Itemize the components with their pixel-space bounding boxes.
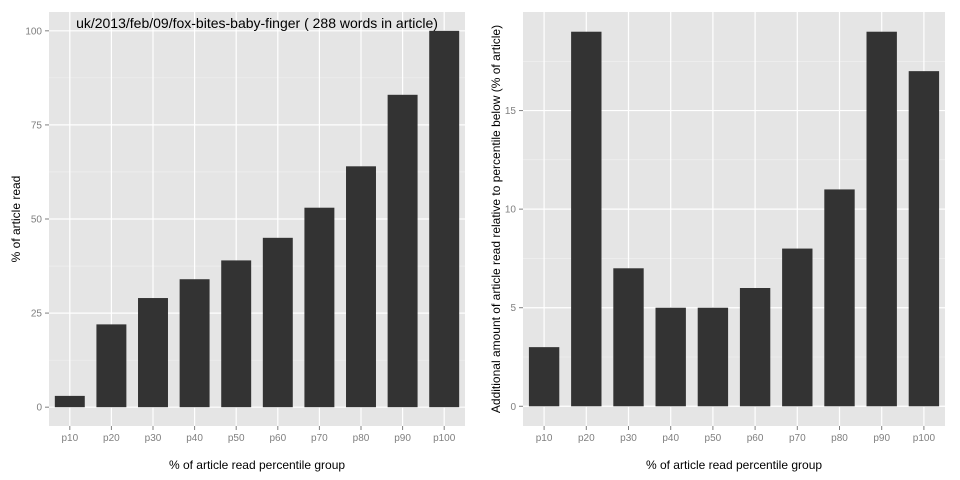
bar-p50-left <box>221 260 252 408</box>
y-axis-right: 0 5 10 15 <box>505 106 523 413</box>
x-tick-label-left: p20 <box>103 433 120 444</box>
x-tick-label-left: p100 <box>433 433 456 444</box>
bar-p30-left <box>138 298 168 408</box>
x-axis-title-right: % of article read percentile group <box>646 458 822 472</box>
x-tick-label-right: p90 <box>873 433 890 444</box>
x-tick-label-right: p70 <box>789 433 806 444</box>
y-tick-label-right: 0 <box>510 402 516 413</box>
bar-p100-left <box>429 30 460 408</box>
x-tick-label-right: p20 <box>578 433 595 444</box>
bar-p90-right <box>866 31 897 407</box>
y-axis-title-right: Additional amount of article read relati… <box>489 25 503 413</box>
x-tick-label-right: p40 <box>662 433 679 444</box>
y-tick-label-left: 100 <box>25 26 42 37</box>
bars-right <box>528 31 940 407</box>
bar-p10-right <box>528 347 560 407</box>
bar-p40-left <box>179 279 210 408</box>
x-tick-label-right: p100 <box>913 433 936 444</box>
bar-p90-left <box>387 94 418 408</box>
x-tick-label-right: p30 <box>620 433 637 444</box>
bar-p20-right <box>571 31 602 407</box>
bar-p70-right <box>782 248 813 407</box>
bar-p60-right <box>739 288 771 407</box>
chart-title-left: uk/2013/feb/09/fox-bites-baby-finger ( 2… <box>76 15 438 31</box>
x-tick-label-left: p60 <box>269 433 286 444</box>
y-tick-label-left: 75 <box>31 120 43 131</box>
x-tick-label-left: p10 <box>61 433 78 444</box>
bar-p80-left <box>346 166 376 408</box>
y-tick-label-right: 5 <box>510 303 516 314</box>
x-tick-label-left: p40 <box>186 433 203 444</box>
x-tick-label-left: p70 <box>311 433 328 444</box>
bar-p40-right <box>655 307 686 407</box>
x-tick-label-left: p30 <box>145 433 162 444</box>
x-axis-right: p10 p20 p30 p40 p50 p60 p70 p80 p90 p100 <box>536 426 936 444</box>
x-tick-label-right: p60 <box>747 433 764 444</box>
y-axis-title-left: % of article read <box>9 176 23 263</box>
bar-p80-right <box>824 189 855 407</box>
bar-p70-left <box>304 207 335 408</box>
x-tick-label-right: p80 <box>831 433 848 444</box>
y-tick-label-left: 0 <box>36 403 42 414</box>
bars-left <box>54 30 460 408</box>
y-tick-label-right: 15 <box>505 106 517 117</box>
bar-p100-right <box>908 71 940 407</box>
x-tick-label-left: p50 <box>228 433 245 444</box>
bar-p10-left <box>54 395 85 408</box>
x-tick-label-right: p10 <box>536 433 553 444</box>
bar-p20-left <box>96 324 127 408</box>
x-tick-label-left: p90 <box>394 433 411 444</box>
chart-right: 0 5 10 15 p10 p20 p30 p40 p50 p60 p70 p80 p90 p100 %… <box>489 12 945 472</box>
y-tick-label-left: 25 <box>31 309 43 320</box>
x-tick-label-left: p80 <box>353 433 370 444</box>
x-axis-title-left: % of article read percentile group <box>169 458 345 472</box>
bar-p30-right <box>613 268 644 407</box>
bar-p50-right <box>697 307 729 407</box>
y-axis-left: 0 25 50 75 100 <box>25 26 49 414</box>
y-tick-label-left: 50 <box>31 215 43 226</box>
x-tick-label-right: p50 <box>705 433 722 444</box>
bar-p60-left <box>262 237 293 408</box>
y-tick-label-right: 10 <box>505 205 517 216</box>
x-axis-left: p10 p20 p30 p40 p50 p60 p70 p80 p90 p100 <box>61 426 456 444</box>
